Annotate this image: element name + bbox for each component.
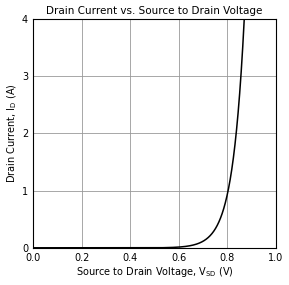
X-axis label: Source to Drain Voltage, V$_\mathrm{SD}$ (V): Source to Drain Voltage, V$_\mathrm{SD}$… (75, 265, 233, 280)
Y-axis label: Drain Current, I$_\mathrm{D}$ (A): Drain Current, I$_\mathrm{D}$ (A) (5, 84, 19, 183)
Title: Drain Current vs. Source to Drain Voltage: Drain Current vs. Source to Drain Voltag… (46, 5, 263, 16)
